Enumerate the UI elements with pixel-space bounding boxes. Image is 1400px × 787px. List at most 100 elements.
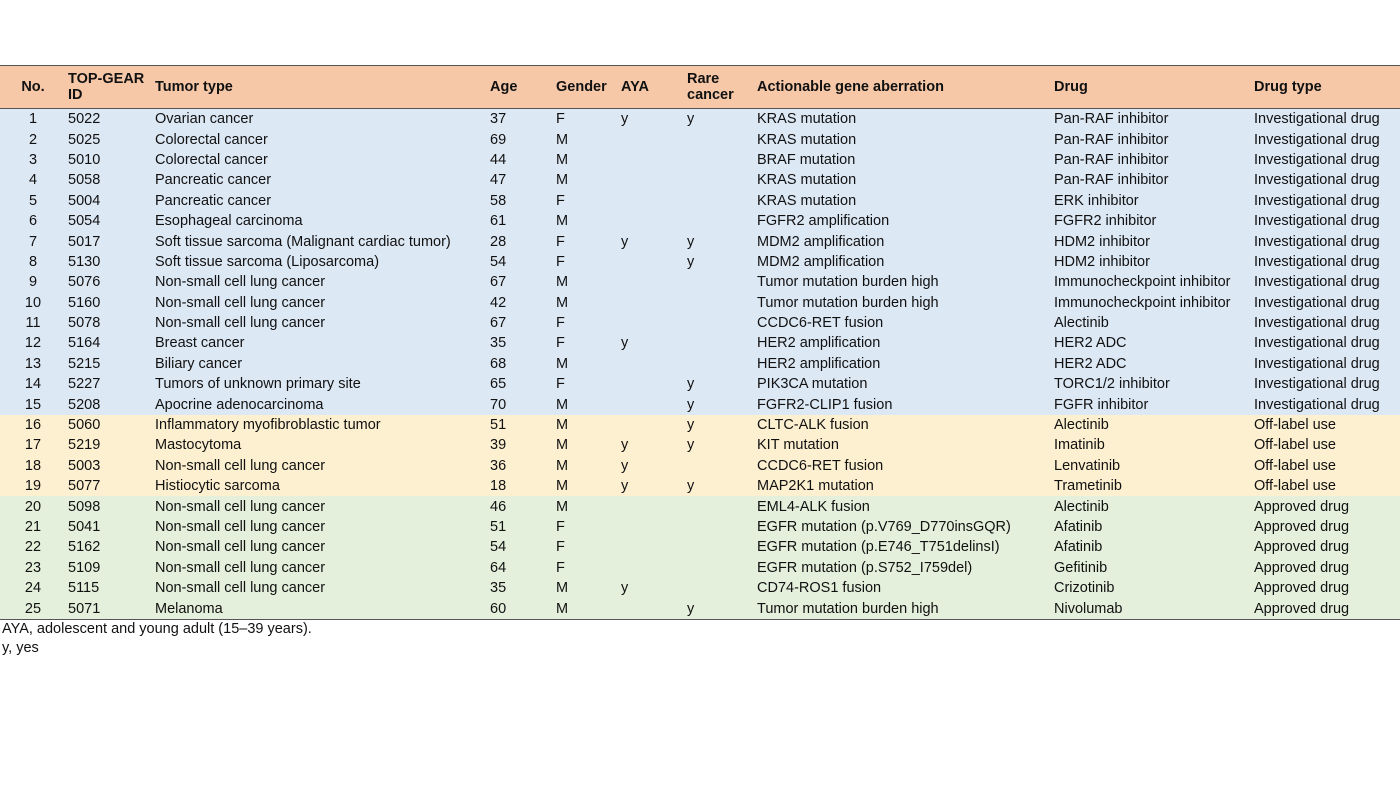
- cell-rare-cancer: y: [687, 417, 695, 434]
- cell-rare-cancer: [685, 150, 755, 170]
- header-age: Age: [488, 65, 554, 109]
- cell-topgear-id: 5215: [68, 355, 101, 372]
- cell-age: 44: [490, 151, 507, 168]
- cell-drug: HDM2 inhibitor: [1054, 253, 1150, 270]
- cell-drug: Immunocheckpoint inhibitor: [1054, 274, 1231, 291]
- cell-rare-cancer: [685, 211, 755, 231]
- cell-gene-aberration: KRAS mutation: [757, 172, 857, 189]
- table-row: 16 5060 Inflammatory myofibroblastic tumor…: [0, 414, 1400, 436]
- cell-drug: TORC1/2 inhibitor: [1054, 376, 1170, 393]
- cell-drug-type: Approved drug: [1254, 498, 1350, 515]
- cell-topgear-id: 5130: [68, 253, 101, 270]
- cell-drug: Alectinib: [1054, 417, 1109, 434]
- cell-topgear-id: 5010: [68, 151, 101, 168]
- header-drug-type: Drug type: [1252, 65, 1400, 109]
- cell-topgear-id: 5060: [68, 417, 101, 434]
- cell-age: 28: [490, 233, 507, 250]
- cell-drug-type: Off-label use: [1254, 437, 1336, 454]
- cell-topgear-id: 5058: [68, 172, 101, 189]
- cell-rare-cancer: [685, 578, 755, 598]
- table-row: 4 5058 Pancreatic cancer 47 M KRAS mutation Pa…: [0, 170, 1400, 191]
- table-row: 13 5215 Biliary cancer 68 M HER2 amplificatio…: [0, 353, 1400, 375]
- cell-drug: Pan-RAF inhibitor: [1054, 172, 1169, 189]
- cell-age: 35: [490, 335, 507, 352]
- cell-gender: F: [556, 519, 565, 535]
- cell-gender: M: [556, 172, 569, 189]
- cell-rare-cancer: [685, 537, 755, 557]
- cell-rare-cancer: [685, 558, 755, 578]
- table-row: 8 5130 Soft tissue sarcoma (Liposarcoma) 54…: [0, 251, 1400, 273]
- table-row: 7 5017 Soft tissue sarcoma (Malignant card…: [0, 231, 1400, 252]
- cell-gene-aberration: CCDC6-RET fusion: [757, 457, 884, 474]
- cell-rare-cancer: y: [687, 253, 695, 270]
- cell-gene-aberration: CLTC-ALK fusion: [757, 417, 869, 434]
- cell-tumor-type: Non-small cell lung cancer: [155, 559, 326, 576]
- cell-tumor-type: Soft tissue sarcoma (Malignant cardiac t…: [155, 233, 451, 250]
- cell-tumor-type: Non-small cell lung cancer: [155, 274, 326, 291]
- cell-tumor-type: Biliary cancer: [155, 355, 243, 372]
- cell-drug-type: Investigational drug: [1254, 294, 1380, 311]
- cell-rare-cancer: [685, 496, 755, 516]
- cell-gene-aberration: Tumor mutation burden high: [755, 598, 1052, 620]
- cell-topgear-id: 5003: [68, 457, 101, 474]
- cell-tumor-type: Apocrine adenocarcinoma: [155, 396, 324, 413]
- cell-drug-type: Investigational drug: [1254, 151, 1380, 168]
- cell-no: 10: [24, 294, 42, 311]
- cell-drug-type: Investigational drug: [1254, 335, 1380, 352]
- cell-gene-aberration: MDM2 amplification: [757, 253, 885, 270]
- cell-gene-aberration: EGFR mutation (p.S752_I759del): [757, 559, 973, 576]
- cell-age: 69: [490, 131, 507, 148]
- cell-no: 2: [28, 131, 38, 148]
- cell-topgear-id: 5162: [68, 539, 101, 556]
- cell-aya: [619, 558, 685, 578]
- cell-no: 16: [24, 417, 42, 434]
- cell-tumor-type: Non-small cell lung cancer: [155, 519, 326, 535]
- cell-drug: Crizotinib: [1054, 580, 1115, 597]
- cell-gene-aberration: MDM2 amplification: [757, 233, 885, 250]
- cell-drug-type: Investigational drug: [1254, 274, 1380, 291]
- cell-drug-type: Investigational drug: [1254, 355, 1380, 372]
- header-tumor-type: Tumor type: [153, 65, 488, 109]
- cell-age: 54: [490, 539, 507, 556]
- cell-drug: Afatinib: [1054, 539, 1103, 556]
- cell-drug-type: Approved drug: [1252, 598, 1400, 620]
- cell-topgear-id: 5115: [68, 580, 100, 597]
- cell-age: 42: [490, 294, 507, 311]
- cell-gender: M: [556, 294, 569, 311]
- cell-no: 18: [24, 457, 42, 474]
- cell-aya: [619, 170, 685, 190]
- cell-rare-cancer: [685, 354, 755, 374]
- cell-drug-type: Investigational drug: [1254, 253, 1380, 270]
- cell-rare-cancer: [685, 129, 755, 149]
- cell-tumor-type: Esophageal carcinoma: [155, 213, 303, 230]
- cell-drug: Imatinib: [1054, 437, 1105, 454]
- cell-gene-aberration: HER2 amplification: [757, 355, 881, 372]
- cell-gene-aberration: BRAF mutation: [757, 151, 856, 168]
- cell-gender: M: [556, 131, 569, 148]
- cell-drug: FGFR inhibitor: [1054, 396, 1149, 413]
- cell-drug: Nivolumab: [1052, 598, 1252, 620]
- cell-gender: M: [556, 580, 569, 597]
- cell-age: 58: [490, 192, 507, 209]
- cell-aya: [619, 272, 685, 292]
- cell-aya: [619, 496, 685, 516]
- cell-topgear-id: 5022: [68, 111, 101, 128]
- cell-tumor-type: Soft tissue sarcoma (Liposarcoma): [155, 253, 380, 270]
- cell-rare-cancer: [685, 333, 755, 353]
- cell-aya: [619, 354, 685, 374]
- cell-aya: y: [621, 111, 629, 128]
- header-row: No. TOP-GEAR ID Tumor type Age Gender AY…: [0, 65, 1400, 109]
- cell-rare-cancer: [685, 293, 755, 313]
- cell-age: 46: [490, 498, 507, 515]
- cell-tumor-type: Pancreatic cancer: [155, 192, 272, 209]
- cell-age: 35: [490, 580, 507, 597]
- cell-aya: [619, 150, 685, 170]
- cell-no: 1: [28, 111, 38, 128]
- cell-rare-cancer: y: [687, 396, 695, 413]
- cell-gender: F: [556, 192, 565, 209]
- cell-aya: y: [621, 478, 629, 495]
- cell-rare-cancer: [685, 272, 755, 292]
- cell-drug-type: Investigational drug: [1254, 376, 1380, 393]
